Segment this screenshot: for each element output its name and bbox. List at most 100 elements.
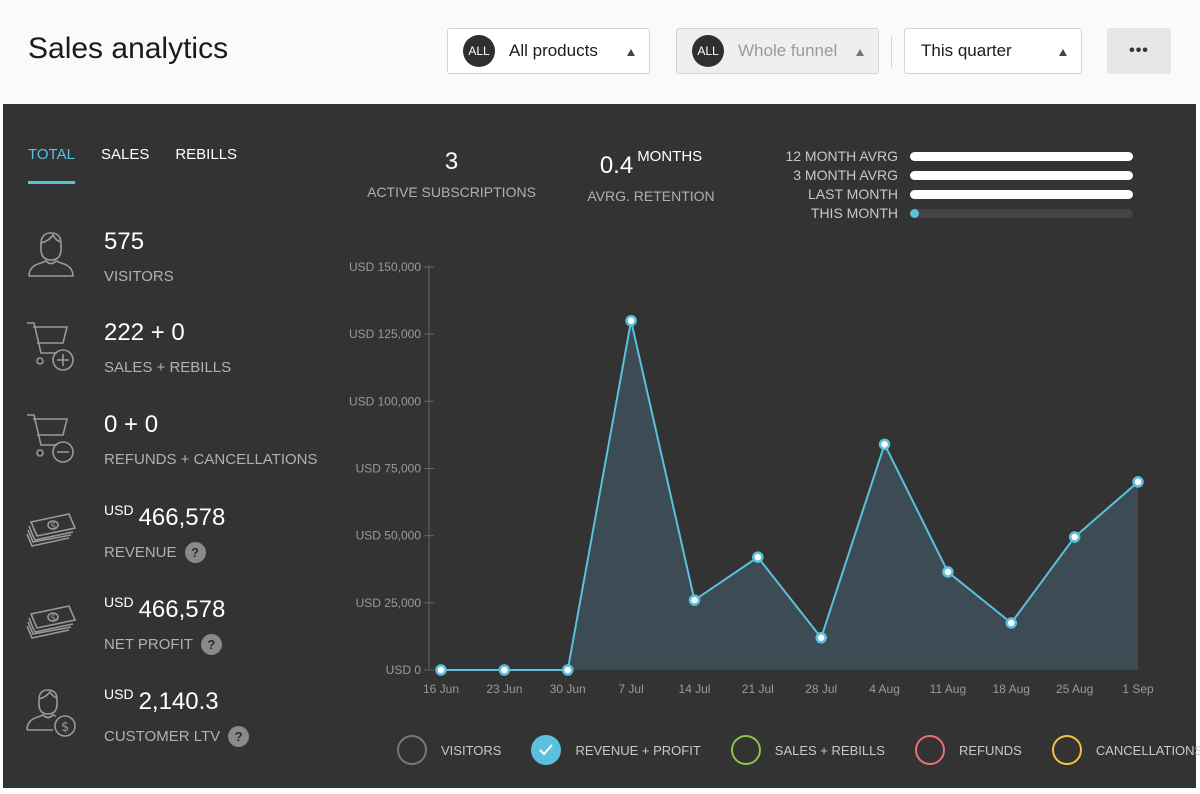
refunds-cancellations-label: REFUNDS + CANCELLATIONS bbox=[104, 451, 318, 468]
period-filter-value: This quarter bbox=[921, 41, 1012, 60]
period-filter-dropdown[interactable]: This quarter bbox=[904, 28, 1082, 74]
series-line bbox=[441, 320, 1139, 671]
legend-toggle[interactable] bbox=[730, 735, 761, 765]
customer-ltv-currency: USD bbox=[104, 686, 134, 702]
data-point bbox=[1005, 617, 1018, 629]
tab-total[interactable]: TOTAL bbox=[28, 146, 75, 184]
revenue-value: USD 466,578 bbox=[104, 502, 225, 532]
area-fill bbox=[441, 320, 1138, 670]
active-subscriptions-value: 3 bbox=[444, 148, 459, 175]
customer-ltv-value: USD 2,140.3 bbox=[104, 686, 219, 716]
metric-customer-ltv: $ USD 2,140.3 CUSTOMER LTV? bbox=[23, 686, 343, 766]
tab-sales[interactable]: SALES bbox=[100, 146, 150, 163]
y-tick-label: USD 75,000 bbox=[356, 462, 422, 476]
x-tick-label: 16 Jun bbox=[423, 682, 459, 696]
cart-add-icon bbox=[27, 322, 74, 371]
legend-refunds[interactable]: REFUNDS bbox=[914, 735, 1022, 765]
cart-remove-icon bbox=[27, 414, 74, 463]
avrg-retention-label: AVRG. RETENTION bbox=[587, 188, 715, 204]
retention-track bbox=[910, 152, 1133, 161]
metric-visitors: 575 VISITORS bbox=[23, 228, 343, 308]
more-options-button[interactable]: ••• bbox=[1107, 28, 1171, 74]
data-point bbox=[561, 664, 574, 676]
data-point bbox=[498, 664, 511, 676]
net-profit-help-icon[interactable]: ? bbox=[200, 634, 222, 655]
tab-rebills[interactable]: REBILLS bbox=[175, 146, 238, 163]
header-bar: Sales analytics ALL All products ALL Who… bbox=[0, 0, 1200, 104]
checkmark-icon bbox=[539, 744, 554, 756]
retention-row: 12 MONTH AVRG bbox=[763, 148, 1143, 167]
retention-track bbox=[910, 171, 1133, 180]
retention-row: LAST MONTH bbox=[763, 186, 1143, 205]
products-filter-dropdown[interactable]: ALL All products bbox=[447, 28, 650, 74]
svg-text:$: $ bbox=[61, 720, 69, 735]
y-tick-label: USD 25,000 bbox=[356, 596, 422, 610]
legend-toggle[interactable] bbox=[1051, 735, 1082, 765]
money-stack-icon: $ bbox=[26, 513, 77, 547]
legend-label: VISITORS bbox=[441, 742, 502, 758]
revenue-help-icon[interactable]: ? bbox=[184, 542, 206, 563]
net-profit-value: USD 466,578 bbox=[104, 594, 225, 624]
sales-rebills-value: 222 + 0 bbox=[104, 319, 185, 346]
refunds-cancellations-value: 0 + 0 bbox=[104, 411, 159, 438]
customer-value-icon: $ bbox=[26, 689, 76, 737]
header-divider bbox=[891, 36, 892, 68]
legend-revenue-profit[interactable]: REVENUE + PROFIT bbox=[531, 735, 701, 765]
data-point bbox=[435, 664, 447, 676]
metric-net-profit: $ USD 466,578 NET PROFIT? bbox=[23, 594, 343, 674]
y-tick-label: USD 100,000 bbox=[349, 394, 421, 408]
retention-row-label: 3 MONTH AVRG bbox=[793, 167, 898, 183]
retention-comparison: 12 MONTH AVRG 3 MONTH AVRG LAST MONTH TH… bbox=[763, 148, 1143, 224]
page-title: Sales analytics bbox=[28, 32, 229, 65]
user-icon bbox=[28, 232, 74, 277]
legend-toggle[interactable] bbox=[397, 735, 427, 765]
retention-row-label: THIS MONTH bbox=[810, 205, 898, 221]
x-tick-label: 18 Aug bbox=[993, 682, 1030, 696]
x-tick-label: 23 Jun bbox=[486, 682, 522, 696]
legend-sales-rebills[interactable]: SALES + REBILLS bbox=[730, 735, 885, 765]
svg-text:$: $ bbox=[50, 613, 56, 624]
caret-down-icon bbox=[627, 49, 635, 56]
metric-sales-rebills: 222 + 0 SALES + REBILLS bbox=[23, 319, 343, 399]
customer-ltv-amount: 2,140.3 bbox=[138, 688, 219, 715]
legend-toggle[interactable] bbox=[914, 735, 945, 765]
legend-label: REFUNDS bbox=[958, 742, 1022, 758]
y-tick-label: USD 0 bbox=[386, 663, 422, 677]
net-profit-amount: 466,578 bbox=[138, 596, 226, 623]
legend-label: REVENUE + PROFIT bbox=[575, 742, 701, 758]
legend-cancellations[interactable]: CANCELLATIONS bbox=[1051, 735, 1200, 765]
active-subscriptions-label: ACTIVE SUBSCRIPTIONS bbox=[367, 184, 536, 200]
products-filter-value: All products bbox=[509, 41, 598, 60]
legend-label: SALES + REBILLS bbox=[774, 742, 885, 758]
customer-ltv-help-icon[interactable]: ? bbox=[228, 726, 250, 747]
view-tabs: TOTAL SALES REBILLS bbox=[28, 146, 263, 184]
legend-visitors[interactable]: VISITORS bbox=[397, 735, 501, 765]
x-tick-label: 25 Aug bbox=[1056, 682, 1093, 696]
data-point bbox=[1132, 476, 1144, 488]
metric-revenue: $ USD 466,578 REVENUE? bbox=[23, 502, 343, 582]
y-tick-label: USD 125,000 bbox=[349, 327, 421, 341]
data-point bbox=[1068, 531, 1081, 543]
retention-fill bbox=[910, 190, 1133, 199]
customer-ltv-label: CUSTOMER LTV? bbox=[104, 726, 250, 747]
net-profit-label: NET PROFIT? bbox=[104, 634, 222, 655]
x-tick-label: 7 Jul bbox=[618, 682, 643, 696]
refunds-cancellations-label-text: REFUNDS + CANCELLATIONS bbox=[104, 451, 318, 468]
visitors-label-text: VISITORS bbox=[104, 268, 174, 285]
retention-row: THIS MONTH bbox=[763, 205, 1143, 224]
data-point bbox=[878, 438, 891, 451]
avrg-retention-value: 0.4 MONTHS bbox=[586, 148, 716, 180]
data-point bbox=[625, 314, 637, 327]
visitors-value: 575 bbox=[104, 228, 145, 255]
data-point bbox=[815, 632, 827, 644]
funnel-filter-dropdown[interactable]: ALL Whole funnel bbox=[676, 28, 879, 74]
sales-rebills-label-text: SALES + REBILLS bbox=[104, 359, 232, 376]
retention-track bbox=[910, 190, 1133, 199]
metric-refunds-cancellations: 0 + 0 REFUNDS + CANCELLATIONS bbox=[23, 411, 343, 491]
funnel-filter-value: Whole funnel bbox=[738, 41, 838, 60]
x-tick-label: 30 Jun bbox=[550, 682, 586, 696]
legend-toggle[interactable] bbox=[531, 735, 562, 765]
retention-track bbox=[910, 209, 1133, 218]
retention-fill bbox=[910, 209, 919, 218]
kpi-active-subscriptions: 3 ACTIVE SUBSCRIPTIONS bbox=[363, 148, 540, 200]
